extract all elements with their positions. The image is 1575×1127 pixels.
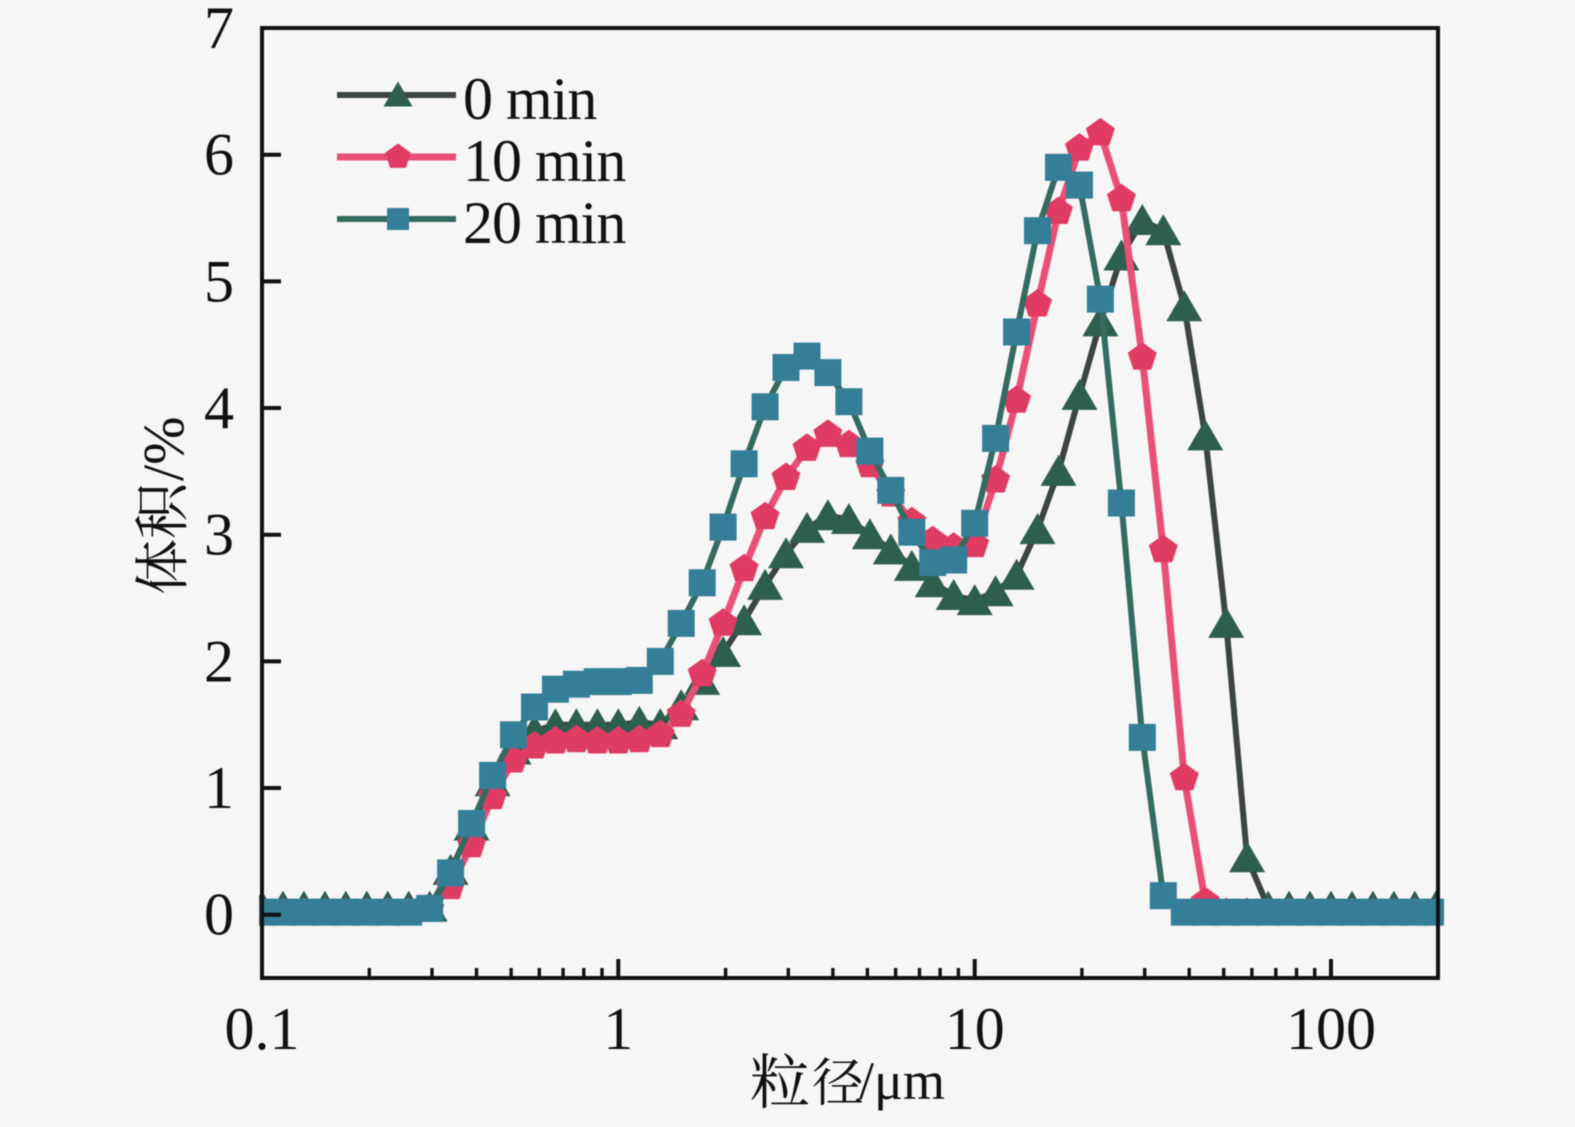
- svg-text:0 min: 0 min: [463, 66, 597, 132]
- svg-text:0: 0: [204, 882, 234, 948]
- svg-text:5: 5: [204, 248, 234, 314]
- svg-text:4: 4: [204, 375, 234, 441]
- svg-text:1: 1: [204, 755, 234, 821]
- svg-text:/%: /%: [131, 417, 196, 481]
- svg-text:3: 3: [204, 502, 234, 568]
- svg-text:1: 1: [603, 996, 633, 1062]
- svg-text:10: 10: [945, 996, 1005, 1062]
- svg-text:20 min: 20 min: [463, 190, 626, 256]
- svg-text:100: 100: [1286, 996, 1376, 1062]
- svg-text:0.1: 0.1: [225, 996, 300, 1062]
- svg-text:7: 7: [204, 0, 234, 61]
- svg-text:/μm: /μm: [859, 1051, 945, 1111]
- svg-text:2: 2: [204, 628, 234, 694]
- svg-text:10 min: 10 min: [463, 128, 626, 194]
- svg-text:6: 6: [204, 122, 234, 188]
